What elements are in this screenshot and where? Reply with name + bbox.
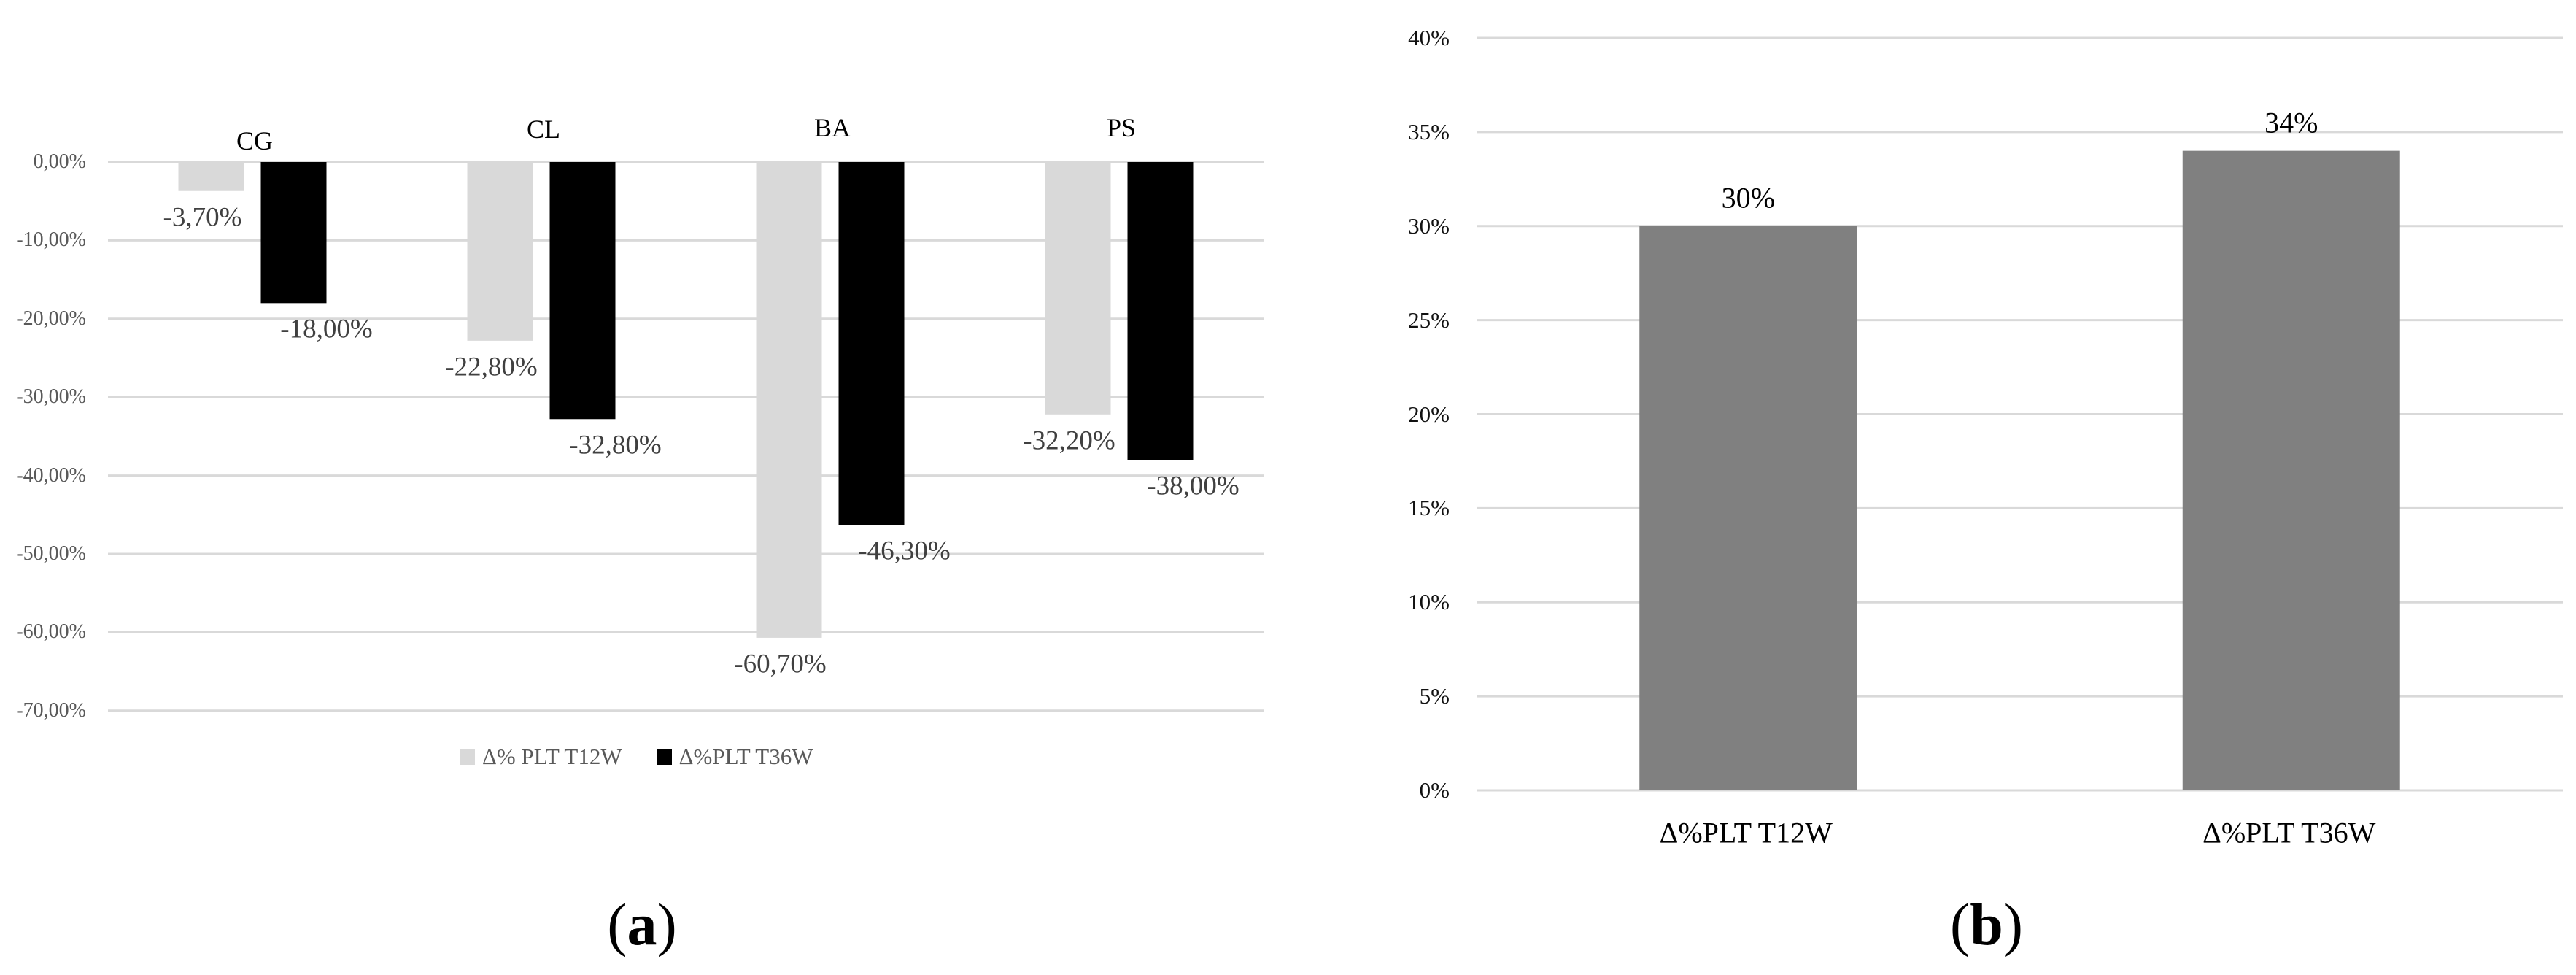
legend-item-t36w: Δ%PLT T36W: [657, 744, 813, 770]
y-tick-label: 25%: [1408, 307, 1450, 333]
caption-b: (b): [1950, 890, 2023, 959]
data-label: -18,00%: [280, 314, 373, 344]
bar-cl-series-2: [549, 162, 616, 420]
legend-swatch-t36w: [657, 749, 672, 765]
category-label-ba: BA: [813, 113, 851, 142]
chart-b-plot: [1477, 36, 2563, 792]
legend-item-t12w: Δ% PLT T12W: [460, 744, 622, 770]
bar-ps-series-1: [1045, 162, 1111, 415]
caption-a: (a): [607, 890, 677, 959]
y-tick-label: -10,00%: [16, 228, 86, 252]
bar-cg-series-1: [178, 162, 244, 191]
data-label: -32,80%: [569, 430, 662, 460]
y-tick-label: 35%: [1408, 118, 1450, 144]
category-label-cg: CG: [236, 126, 274, 155]
data-label: 34%: [2264, 106, 2318, 139]
bar-cl-series-1: [467, 162, 533, 341]
bar-ba-series-1: [756, 162, 822, 638]
caption-a-letter: a: [627, 891, 657, 957]
y-tick-label: -50,00%: [16, 542, 86, 565]
data-label: -38,00%: [1147, 471, 1239, 501]
y-tick-label: -20,00%: [16, 307, 86, 330]
bar-ps-series-2: [1127, 162, 1194, 460]
bar-2: [2182, 150, 2400, 790]
data-label: -60,70%: [734, 649, 827, 679]
y-tick-label: 5%: [1419, 683, 1450, 709]
chart-a-panel: 0,00% -10,00% -20,00% -30,00% -40,00% -50,00%…: [16, 113, 1264, 959]
y-tick-label: 40%: [1408, 25, 1450, 50]
caption-b-open: (: [1949, 891, 1970, 957]
legend-label-t36w: Δ%PLT T36W: [678, 744, 813, 769]
legend-swatch-t12w: [460, 749, 475, 765]
data-label: -32,20%: [1023, 425, 1115, 456]
y-tick-label: 0,00%: [33, 150, 86, 173]
caption-b-letter: b: [1970, 891, 2003, 957]
y-tick-label: 10%: [1408, 589, 1450, 615]
y-tick-label: 30%: [1408, 212, 1450, 239]
y-tick-label: -40,00%: [16, 463, 86, 487]
chart-b-panel: 0% 5% 10% 15% 20% 25% 30% 35% 40% Δ%PLT T12W Δ%PL…: [1372, 0, 2576, 975]
data-label: 30%: [1721, 181, 1775, 215]
chart-a-plot: [108, 161, 1264, 712]
caption-a-open: (: [607, 891, 627, 957]
bar-ba-series-2: [838, 162, 905, 525]
data-label: -46,30%: [858, 536, 951, 566]
y-tick-label: -30,00%: [16, 385, 86, 409]
category-label-1: Δ%PLT T12W: [1659, 816, 1833, 849]
data-label: -22,80%: [445, 352, 538, 382]
category-label-ps: PS: [1106, 113, 1137, 142]
legend-label-t12w: Δ% PLT T12W: [482, 744, 622, 769]
bar-cg-series-2: [260, 162, 327, 304]
caption-a-close: ): [657, 891, 677, 957]
y-tick-label: 0%: [1419, 777, 1450, 803]
category-label-cl: CL: [526, 115, 561, 144]
y-tick-label: -70,00%: [16, 698, 86, 722]
data-label: -3,70%: [163, 202, 242, 233]
caption-b-close: ): [2003, 891, 2024, 957]
bar-1: [1639, 226, 1857, 790]
chart-a-legend: Δ% PLT T12W Δ%PLT T36W: [460, 744, 848, 769]
y-tick-label: 20%: [1408, 401, 1450, 427]
category-label-2: Δ%PLT T36W: [2202, 816, 2376, 849]
y-tick-label: 15%: [1408, 495, 1450, 521]
y-tick-label: -60,00%: [16, 620, 86, 644]
